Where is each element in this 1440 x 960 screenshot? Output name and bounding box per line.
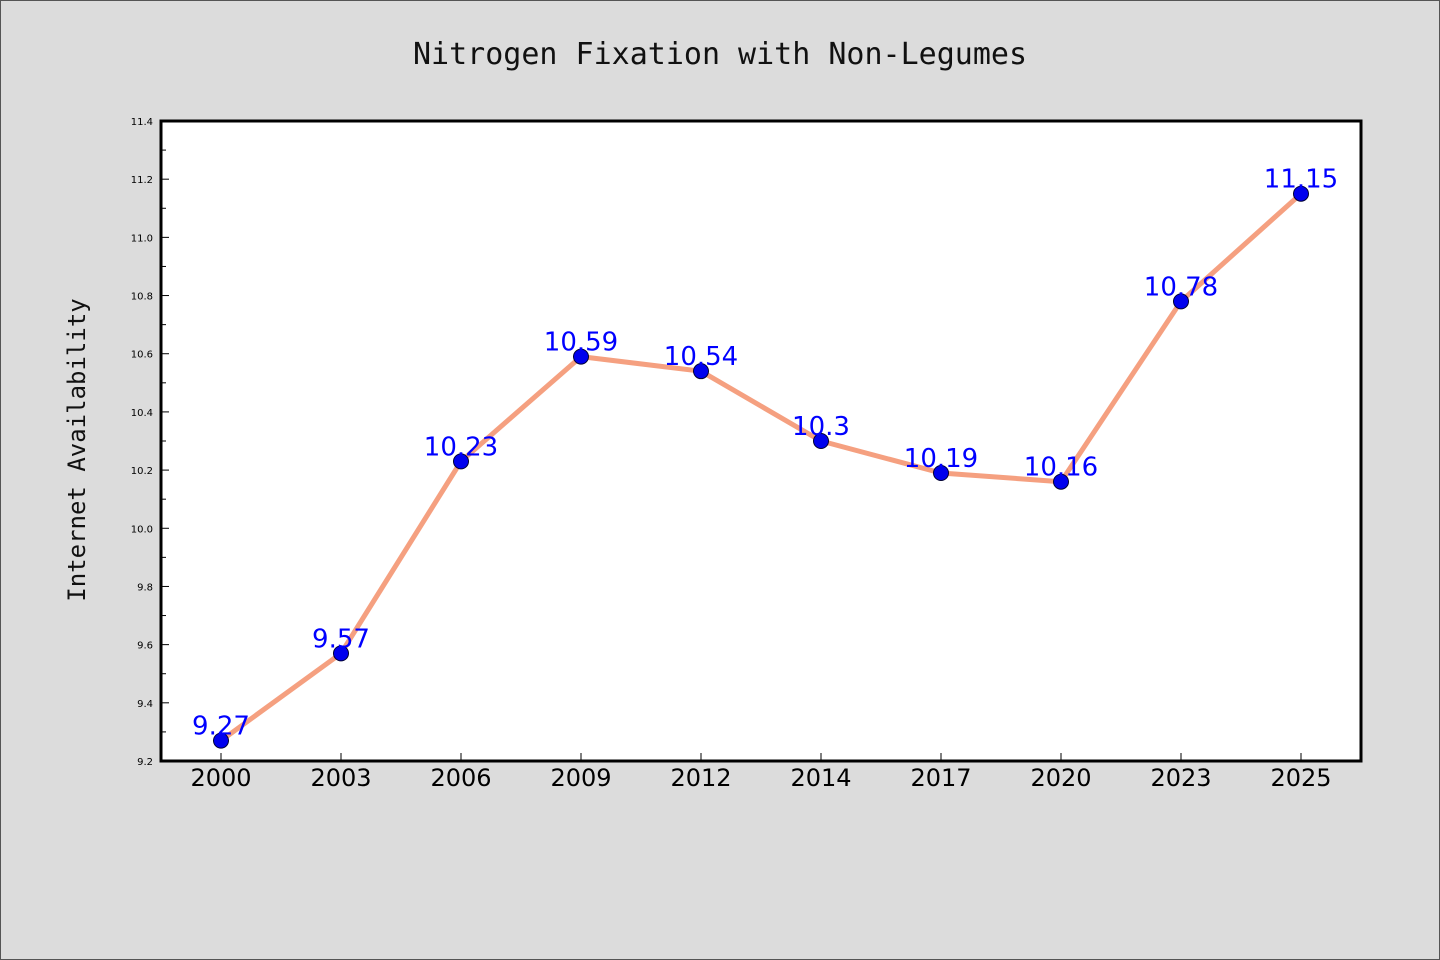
y-axis-label: Internet Availability [63, 298, 91, 601]
data-point [813, 433, 829, 449]
y-tick-label: 9.4 [137, 699, 153, 710]
x-tick-label: 2009 [550, 764, 611, 792]
y-tick-label: 11.0 [131, 233, 153, 244]
data-point [933, 465, 949, 481]
data-label: 9.27 [192, 712, 250, 742]
y-tick-label: 10.8 [131, 292, 153, 303]
x-tick-label: 2000 [190, 764, 251, 792]
y-tick-label: 11.2 [131, 175, 153, 186]
x-tick-label: 2006 [430, 764, 491, 792]
data-label: 10.19 [904, 444, 978, 474]
x-tick-label: 2023 [1150, 764, 1211, 792]
y-tick-label: 9.2 [137, 757, 153, 768]
series-layer: 9.27 9.57 10.23 10.59 10.54 10.3 10.19 10.16 10.… [192, 165, 1338, 749]
data-label: 10.16 [1024, 453, 1098, 483]
y-tick-label: 9.8 [137, 582, 153, 593]
plot-frame [159, 119, 1363, 763]
y-tick-label: 10.2 [131, 466, 153, 477]
data-label: 11.15 [1264, 165, 1338, 195]
data-point [693, 363, 709, 380]
data-label: 10.78 [1144, 272, 1218, 302]
x-tick-label: 2003 [310, 764, 371, 792]
y-axis-ticks: 9.2 9.4 9.6 9.8 10.0 10.2 10.4 10.6 10.8 11.0 11.2… [131, 117, 169, 768]
data-label: 10.3 [792, 412, 850, 442]
x-tick-label: 2012 [670, 764, 731, 792]
series-line [218, 191, 1304, 744]
data-label: 9.57 [312, 624, 370, 654]
y-tick-label: 10.6 [131, 350, 153, 361]
y-tick-label: 9.6 [137, 641, 153, 652]
data-point [213, 732, 229, 749]
data-label: 10.54 [664, 342, 738, 372]
x-tick-label: 2014 [790, 764, 851, 792]
data-point [333, 645, 349, 662]
data-point [573, 348, 589, 365]
data-label: 10.59 [544, 328, 618, 358]
data-point [1173, 293, 1189, 310]
chart-title: Nitrogen Fixation with Non-Legumes [413, 37, 1027, 72]
y-tick-label: 10.0 [131, 524, 153, 535]
data-label: 10.23 [424, 432, 498, 462]
x-tick-label: 2017 [910, 764, 971, 792]
x-tick-label: 2025 [1270, 764, 1331, 792]
data-point [1293, 185, 1309, 202]
y-tick-label: 10.4 [131, 408, 153, 419]
data-point [1053, 473, 1069, 490]
data-point [453, 453, 469, 470]
plot-area [161, 121, 1361, 761]
x-tick-label: 2020 [1030, 764, 1091, 792]
x-axis-ticks: 2000 2003 2006 2009 2012 2014 2017 2020 2023 2025 [190, 753, 1332, 792]
y-tick-label: 11.4 [131, 117, 153, 128]
